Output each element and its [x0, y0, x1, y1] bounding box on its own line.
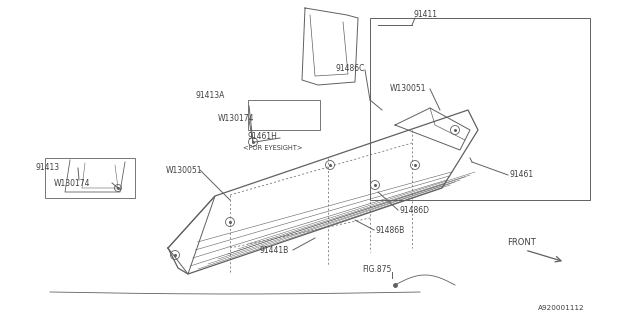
Bar	[248, 100, 320, 130]
Bar	[45, 158, 135, 198]
Text: 91486D: 91486D	[400, 205, 430, 214]
Text: <FOR EYESIGHT>: <FOR EYESIGHT>	[243, 145, 303, 151]
Text: 91461: 91461	[510, 170, 534, 179]
Text: 91461H: 91461H	[248, 132, 278, 140]
Text: 91413: 91413	[36, 163, 60, 172]
Text: W130051: W130051	[166, 165, 202, 174]
Text: FIG.875: FIG.875	[362, 266, 392, 275]
Text: A920001112: A920001112	[538, 305, 584, 311]
Text: 91441B: 91441B	[260, 245, 289, 254]
Text: 91411: 91411	[414, 10, 438, 19]
Text: FRONT: FRONT	[507, 237, 536, 246]
Text: W130174: W130174	[218, 114, 255, 123]
Text: W130051: W130051	[390, 84, 426, 92]
Bar	[370, 18, 590, 200]
Text: W130174: W130174	[54, 179, 90, 188]
Text: 91413A: 91413A	[195, 91, 225, 100]
Text: 91486C: 91486C	[336, 63, 365, 73]
Text: 91486B: 91486B	[376, 226, 405, 235]
